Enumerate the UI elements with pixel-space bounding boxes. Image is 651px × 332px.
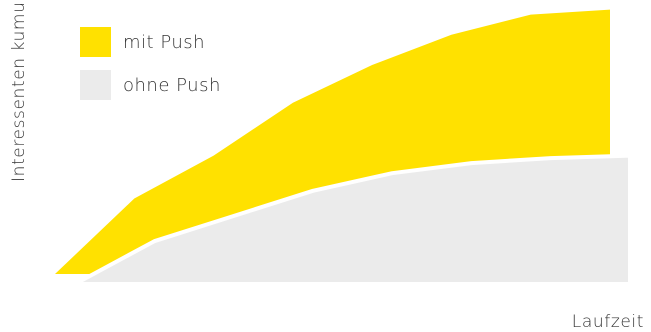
legend-label-mit-push: mit Push — [123, 31, 206, 53]
legend-item-ohne-push: ohne Push — [80, 70, 221, 100]
x-axis-label: Laufzeit — [571, 312, 644, 332]
legend-label-ohne-push: ohne Push — [123, 74, 221, 96]
legend-swatch-ohne-push — [80, 70, 111, 100]
legend-swatch-mit-push — [80, 27, 111, 57]
y-axis-label: Interessenten kumuliert — [9, 0, 29, 182]
legend-item-mit-push: mit Push — [80, 27, 221, 57]
legend: mit Push ohne Push — [80, 27, 221, 113]
area-ohne-push — [73, 153, 632, 286]
